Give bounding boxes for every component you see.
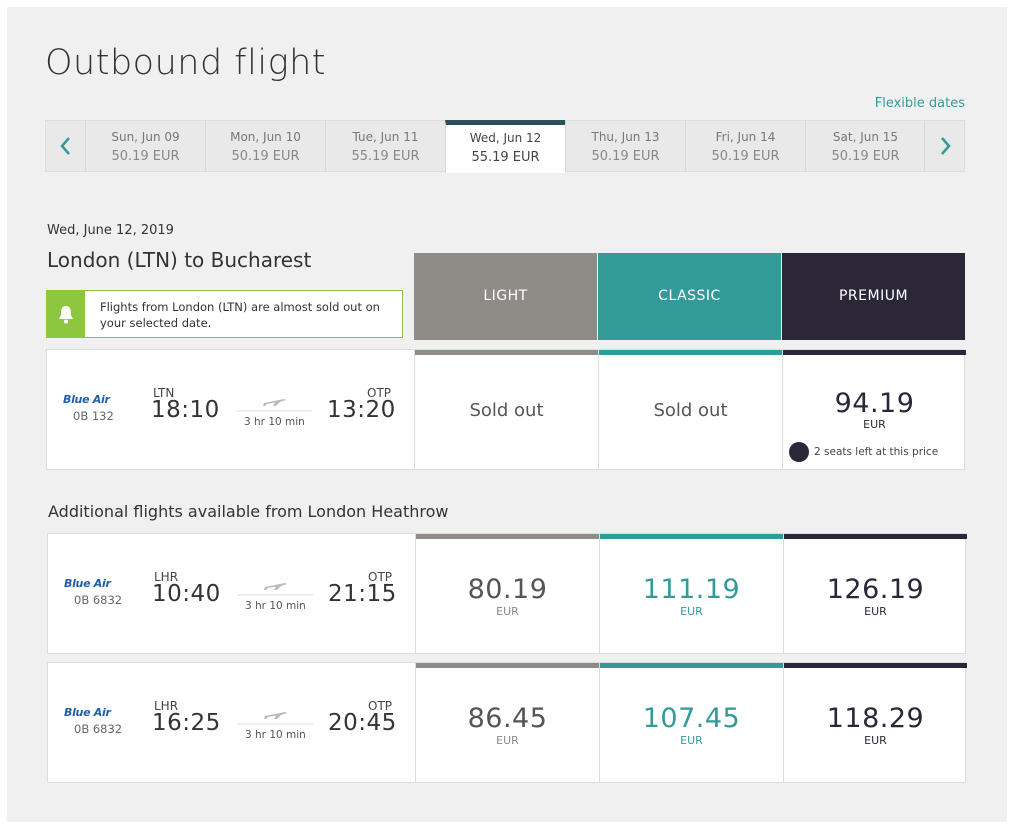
flight-number: 0B 132 (73, 409, 114, 423)
fare-cell[interactable]: 107.45 EUR (599, 663, 783, 782)
date-tab-price: 55.19 EUR (351, 149, 420, 164)
seats-note: 2 seats left at this price (789, 442, 938, 462)
fare-bar (416, 534, 599, 539)
fare-header: LIGHT (414, 253, 597, 340)
date-tab-price: 55.19 EUR (471, 150, 540, 165)
date-strip: Sun, Jun 09 50.19 EUR Mon, Jun 10 50.19 EUR… (45, 120, 965, 173)
date-tab[interactable]: Wed, Jun 12 55.19 EUR (445, 120, 565, 173)
date-tab-day: Sat, Jun 15 (832, 130, 899, 144)
currency: EUR (864, 734, 887, 747)
plane-icon (237, 575, 313, 597)
airline-logo: Blue Air (64, 577, 111, 590)
flight-card: Blue Air 0B 6832 LHR 10:40 3 hr 10 min OTP 21:… (47, 533, 967, 654)
price: 118.29 (826, 703, 925, 734)
currency: EUR (680, 605, 703, 618)
date-tab-day: Mon, Jun 10 (230, 130, 301, 144)
date-tab[interactable]: Thu, Jun 13 50.19 EUR (565, 121, 685, 171)
fare-bar (600, 663, 783, 668)
duration: 3 hr 10 min (245, 729, 306, 741)
origin-code: LTN (153, 386, 175, 400)
departure-time: 10:40 (152, 581, 221, 607)
duration: 3 hr 10 min (244, 416, 305, 428)
fare-cell[interactable]: Sold out (414, 350, 598, 469)
date-tab-day: Sun, Jun 09 (111, 130, 180, 144)
plane-icon (236, 391, 312, 413)
seats-note-text: 2 seats left at this price (814, 446, 939, 458)
airline-logo: Blue Air (63, 393, 110, 406)
prev-arrow[interactable] (46, 121, 86, 171)
date-tab-day: Wed, Jun 12 (469, 131, 542, 145)
currency: EUR (864, 605, 887, 618)
currency: EUR (680, 734, 703, 747)
departure-time: 18:10 (151, 397, 220, 423)
fare-cell[interactable]: Sold out (598, 350, 782, 469)
page: Outbound flight Flexible dates Sun, Jun … (7, 7, 1007, 822)
date-tab[interactable]: Sun, Jun 09 50.19 EUR (85, 121, 205, 171)
alert: Flights from London (LTN) are almost sol… (46, 290, 403, 338)
date-tab[interactable]: Tue, Jun 11 55.19 EUR (325, 121, 445, 171)
date-tab-price: 50.19 EUR (711, 149, 780, 164)
additional-heading: Additional flights available from London… (48, 502, 449, 521)
currency: EUR (496, 734, 519, 747)
flexible-dates-link[interactable]: Flexible dates (874, 96, 965, 111)
sold-out: Sold out (653, 400, 728, 421)
date-tab-price: 50.19 EUR (231, 149, 300, 164)
fare-header: PREMIUM (782, 253, 965, 340)
fare-cell[interactable]: 111.19 EUR (599, 534, 783, 653)
selected-date: Wed, June 12, 2019 (47, 223, 174, 238)
fare-bar (783, 350, 966, 355)
flight-number: 0B 6832 (74, 593, 123, 607)
flight-card: Blue Air 0B 6832 LHR 16:25 3 hr 10 min OTP 20:… (47, 662, 967, 783)
fare-bar (415, 350, 598, 355)
price: 80.19 (467, 574, 548, 605)
date-tab[interactable]: Mon, Jun 10 50.19 EUR (205, 121, 325, 171)
origin-code: LHR (154, 699, 179, 713)
airline-logo: Blue Air (64, 706, 111, 719)
flight-number: 0B 6832 (74, 722, 123, 736)
price: 94.19 (834, 388, 915, 419)
page-title: Outbound flight (45, 43, 326, 83)
price: 107.45 (642, 703, 741, 734)
plane-icon (237, 704, 313, 726)
date-tab-price: 50.19 EUR (591, 149, 660, 164)
date-tab-day: Tue, Jun 11 (352, 130, 419, 144)
fare-bar (784, 534, 967, 539)
fare-bar (784, 663, 967, 668)
price: 126.19 (826, 574, 925, 605)
departure-time: 16:25 (152, 710, 221, 736)
fare-bar (600, 534, 783, 539)
flight-card: Blue Air 0B 132 LTN 18:10 3 hr 10 min OTP 13:2… (46, 349, 966, 470)
destination-code: OTP (368, 570, 393, 584)
origin-code: LHR (154, 570, 179, 584)
arrival-time: 21:15 (328, 581, 397, 607)
next-arrow[interactable] (924, 121, 965, 171)
fare-bar (416, 663, 599, 668)
currency: EUR (496, 605, 519, 618)
date-tab-day: Thu, Jun 13 (591, 130, 660, 144)
destination-code: OTP (367, 386, 392, 400)
fare-bar (599, 350, 782, 355)
arrival-time: 20:45 (328, 710, 397, 736)
alert-text: Flights from London (LTN) are almost sol… (100, 300, 380, 330)
date-tab[interactable]: Fri, Jun 14 50.19 EUR (685, 121, 805, 171)
duration: 3 hr 10 min (245, 600, 306, 612)
date-tab-day: Fri, Jun 14 (715, 130, 776, 144)
fare-cell[interactable]: 86.45 EUR (415, 663, 599, 782)
seat-icon (789, 442, 809, 462)
date-tab-price: 50.19 EUR (111, 149, 180, 164)
fare-cell[interactable]: 126.19 EUR (783, 534, 967, 653)
fare-cell[interactable]: 118.29 EUR (783, 663, 967, 782)
destination-code: OTP (368, 699, 393, 713)
sold-out: Sold out (469, 400, 544, 421)
fare-cell[interactable]: 94.19 EUR 2 seats left at this price (782, 350, 966, 469)
date-tab[interactable]: Sat, Jun 15 50.19 EUR (805, 121, 925, 171)
arrival-time: 13:20 (327, 397, 396, 423)
currency: EUR (863, 418, 886, 431)
fare-header: CLASSIC (598, 253, 781, 340)
price: 111.19 (642, 574, 741, 605)
price: 86.45 (467, 703, 548, 734)
fare-cell[interactable]: 80.19 EUR (415, 534, 599, 653)
date-tab-price: 50.19 EUR (831, 149, 900, 164)
route: London (LTN) to Bucharest (47, 248, 312, 272)
